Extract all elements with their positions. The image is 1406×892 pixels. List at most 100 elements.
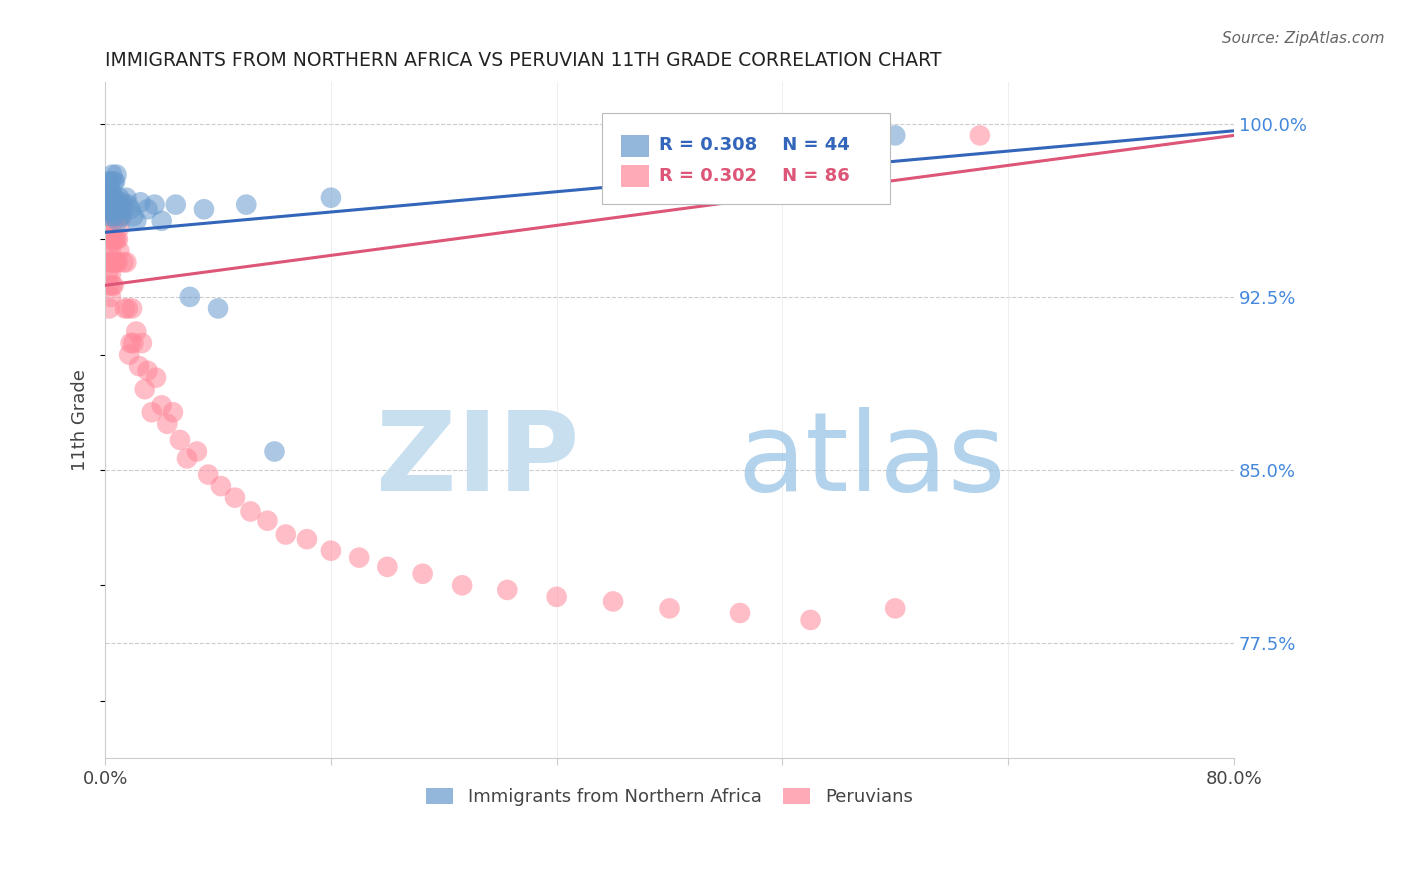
Point: [111, 209, 134, 223]
Point: [104, 197, 127, 211]
Point: [97, 175, 120, 189]
FancyBboxPatch shape: [602, 112, 890, 204]
Point: [105, 232, 128, 246]
Point: [96, 209, 118, 223]
Text: Source: ZipAtlas.com: Source: ZipAtlas.com: [1222, 31, 1385, 46]
FancyBboxPatch shape: [621, 166, 650, 187]
Point: [98, 255, 121, 269]
Point: [197, 467, 219, 482]
Point: [602, 594, 624, 608]
Point: [107, 255, 129, 269]
Point: [295, 532, 318, 546]
Point: [150, 398, 173, 412]
Point: [118, 348, 141, 362]
Point: [884, 128, 907, 143]
Point: [115, 191, 138, 205]
Point: [103, 209, 125, 223]
Point: [100, 244, 122, 258]
Point: [125, 325, 148, 339]
Point: [728, 606, 751, 620]
Point: [100, 290, 122, 304]
Point: [108, 220, 131, 235]
Point: [98, 191, 121, 205]
Point: [165, 197, 187, 211]
Point: [96, 220, 118, 235]
Point: [103, 209, 125, 223]
Point: [98, 209, 121, 223]
Point: [546, 590, 568, 604]
Point: [120, 202, 142, 217]
Text: IMMIGRANTS FROM NORTHERN AFRICA VS PERUVIAN 11TH GRADE CORRELATION CHART: IMMIGRANTS FROM NORTHERN AFRICA VS PERUV…: [105, 51, 942, 70]
Point: [112, 202, 135, 217]
Point: [129, 195, 152, 210]
Point: [97, 267, 120, 281]
Point: [108, 244, 131, 258]
Point: [101, 168, 124, 182]
Point: [98, 181, 121, 195]
Point: [117, 197, 139, 211]
FancyBboxPatch shape: [621, 135, 650, 157]
Point: [377, 559, 399, 574]
Point: [108, 191, 131, 205]
Point: [110, 209, 132, 223]
Point: [176, 451, 198, 466]
Point: [101, 204, 124, 219]
Point: [98, 232, 121, 246]
Point: [107, 209, 129, 223]
Point: [145, 370, 167, 384]
Point: [263, 444, 285, 458]
Point: [800, 613, 823, 627]
Point: [108, 202, 131, 217]
Point: [156, 417, 179, 431]
Point: [98, 209, 121, 223]
Point: [128, 359, 150, 373]
Point: [969, 128, 991, 143]
Point: [114, 301, 136, 316]
Point: [105, 168, 128, 182]
Point: [105, 209, 128, 223]
Point: [104, 255, 127, 269]
Point: [100, 191, 122, 205]
Point: [110, 197, 132, 211]
Point: [105, 255, 128, 269]
Point: [117, 301, 139, 316]
Point: [207, 301, 229, 316]
Point: [136, 202, 159, 217]
Point: [100, 267, 122, 281]
Point: [103, 278, 125, 293]
Point: [97, 197, 120, 211]
Point: [101, 278, 124, 293]
Text: ZIP: ZIP: [375, 408, 579, 515]
Point: [111, 197, 134, 211]
Point: [209, 479, 232, 493]
Point: [101, 191, 124, 205]
Point: [131, 336, 153, 351]
Point: [319, 191, 342, 205]
Point: [319, 543, 342, 558]
Point: [274, 527, 297, 541]
Point: [115, 255, 138, 269]
Point: [97, 220, 120, 235]
Point: [105, 202, 128, 217]
Point: [104, 202, 127, 217]
Point: [101, 186, 124, 200]
Point: [100, 220, 122, 235]
Point: [884, 601, 907, 615]
Point: [101, 209, 124, 223]
Point: [179, 290, 201, 304]
Legend: Immigrants from Northern Africa, Peruvians: Immigrants from Northern Africa, Peruvia…: [419, 780, 920, 814]
Point: [100, 197, 122, 211]
Point: [186, 444, 208, 458]
Y-axis label: 11th Grade: 11th Grade: [72, 369, 89, 471]
Point: [235, 197, 257, 211]
Point: [224, 491, 246, 505]
Point: [96, 255, 118, 269]
Point: [112, 255, 135, 269]
Point: [105, 197, 128, 211]
Point: [121, 301, 143, 316]
Point: [97, 197, 120, 211]
Point: [98, 278, 121, 293]
Point: [101, 255, 124, 269]
Point: [451, 578, 474, 592]
Point: [150, 214, 173, 228]
